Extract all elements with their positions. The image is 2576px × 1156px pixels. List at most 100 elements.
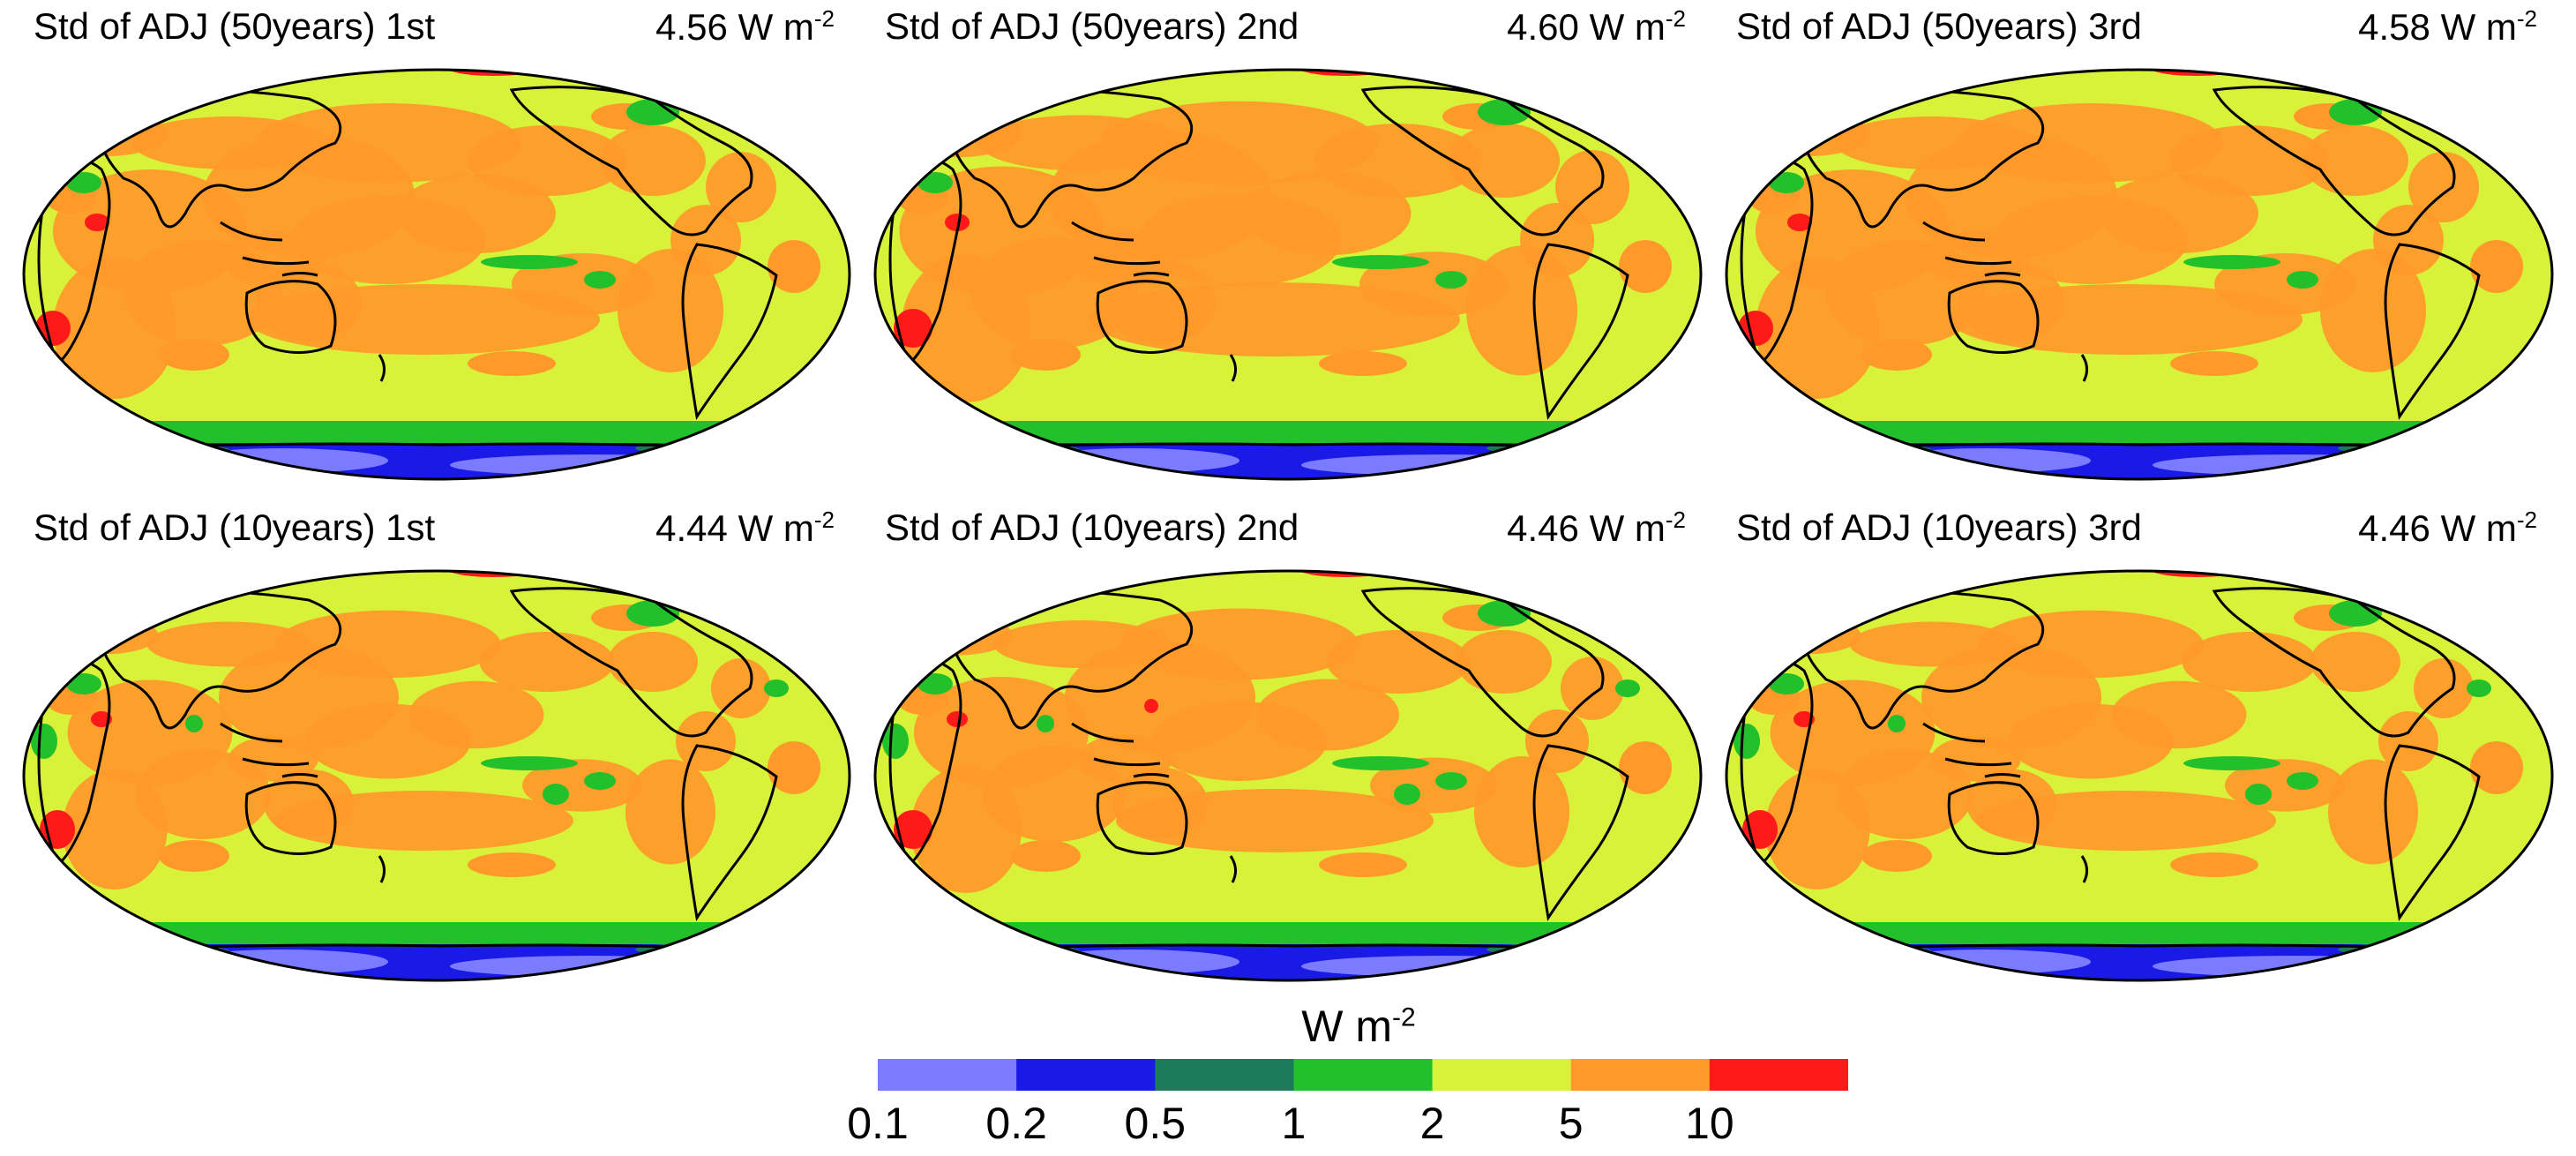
moderate-variance-region bbox=[66, 172, 101, 193]
high-variance-region bbox=[1849, 621, 2015, 667]
high-variance-region bbox=[44, 112, 168, 156]
high-variance-region bbox=[2373, 205, 2444, 275]
map-panel-5: Std of ADJ (10years) 2nd 4.46 W m-2 bbox=[869, 501, 1707, 991]
colorbar-legend: W m-2 0.1 0.2 0.5 1 2 5 10 bbox=[829, 1002, 1888, 1154]
moderate-variance-region bbox=[764, 679, 789, 697]
high-variance-region bbox=[2378, 711, 2438, 771]
very-high-variance-region bbox=[894, 810, 932, 849]
panel-global-value: 4.60 W m-2 bbox=[1507, 5, 1686, 48]
high-variance-region bbox=[1958, 103, 2223, 183]
moderate-variance-region bbox=[2287, 271, 2318, 289]
coastline-south-america bbox=[2384, 243, 2481, 420]
high-variance-region bbox=[1069, 229, 1180, 286]
colorbar-segment bbox=[1293, 1059, 1434, 1091]
high-variance-region bbox=[221, 231, 326, 284]
map-panel-1: Std of ADJ (50years) 1st 4.56 W m-2 bbox=[18, 0, 856, 490]
moderate-variance-region bbox=[2245, 784, 2272, 805]
high-variance-region bbox=[468, 125, 626, 196]
moderate-variance-region bbox=[481, 756, 578, 770]
moderate-variance-region bbox=[584, 772, 616, 790]
high-variance-region bbox=[468, 351, 556, 376]
very-high-variance-region bbox=[1787, 214, 1812, 231]
panel-global-value: 4.46 W m-2 bbox=[1507, 507, 1686, 549]
moderate-variance-region bbox=[543, 784, 569, 805]
high-variance-region bbox=[228, 736, 318, 782]
low-variance-region bbox=[635, 441, 812, 455]
coastline-africa bbox=[888, 657, 962, 867]
coastline-australia bbox=[244, 781, 337, 855]
panel-title: Std of ADJ (10years) 3rd bbox=[1736, 507, 2142, 548]
high-variance-region bbox=[711, 658, 771, 718]
moderate-variance-region bbox=[2467, 679, 2491, 697]
high-variance-region bbox=[1474, 756, 1569, 867]
colorbar-tick-label: 10 bbox=[1685, 1099, 1734, 1148]
lowest-variance-region bbox=[1028, 950, 1239, 974]
moderate-variance-region bbox=[1332, 255, 1429, 269]
high-variance-region bbox=[408, 680, 544, 749]
colorbar-tick-label: 5 bbox=[1558, 1099, 1584, 1148]
coastline-greenland bbox=[685, 577, 779, 616]
high-variance-region bbox=[1327, 630, 1470, 694]
coastline-africa bbox=[1740, 657, 1814, 867]
panel-global-value: 4.44 W m-2 bbox=[655, 507, 835, 549]
panel-title: Std of ADJ (50years) 3rd bbox=[1736, 5, 2142, 47]
colorbar-tick-label: 1 bbox=[1281, 1099, 1307, 1148]
moderate-variance-region bbox=[1615, 679, 1640, 697]
panel-title: Std of ADJ (10years) 2nd bbox=[885, 507, 1299, 548]
high-variance-region bbox=[132, 116, 326, 169]
moderate-variance-region bbox=[1394, 784, 1420, 805]
colorbar-segment bbox=[1155, 1059, 1294, 1091]
very-high-variance-region bbox=[1738, 311, 1773, 346]
high-variance-region bbox=[2170, 125, 2329, 196]
high-variance-region bbox=[670, 205, 741, 275]
high-variance-region bbox=[1525, 709, 1589, 773]
high-variance-region bbox=[1520, 203, 1594, 277]
world-map bbox=[18, 565, 856, 987]
high-variance-region bbox=[993, 620, 1168, 668]
high-variance-region bbox=[159, 339, 229, 371]
world-map bbox=[1720, 565, 2558, 987]
high-variance-region bbox=[1861, 339, 1932, 371]
moderate-variance-region bbox=[827, 679, 849, 715]
world-map bbox=[1720, 64, 2558, 485]
high-variance-region bbox=[1120, 608, 1359, 680]
coastline-indonesia bbox=[1922, 722, 2021, 778]
world-map bbox=[869, 64, 1707, 485]
high-variance-region bbox=[608, 632, 698, 692]
coastline-indonesia bbox=[1071, 221, 1170, 277]
high-variance-region bbox=[2303, 125, 2408, 196]
high-variance-region bbox=[264, 769, 354, 837]
colorbar-segment bbox=[1570, 1059, 1711, 1091]
high-variance-region bbox=[2111, 680, 2247, 749]
high-variance-region bbox=[2100, 174, 2258, 253]
high-variance-region bbox=[1747, 112, 1870, 156]
high-variance-region bbox=[978, 115, 1183, 171]
coastline-indonesia bbox=[220, 221, 318, 277]
high-variance-region bbox=[1861, 840, 1932, 872]
high-variance-region bbox=[2414, 658, 2474, 718]
map-panel-2: Std of ADJ (50years) 2nd 4.60 W m-2 bbox=[869, 0, 1707, 490]
high-variance-region bbox=[1923, 231, 2029, 284]
colorbar-tick-label: 2 bbox=[1419, 1099, 1445, 1148]
high-variance-region bbox=[1835, 116, 2029, 169]
very-high-variance-region bbox=[894, 309, 932, 348]
moderate-variance-region bbox=[185, 715, 203, 732]
very-high-variance-region bbox=[1144, 699, 1158, 713]
moderate-variance-region bbox=[1769, 172, 1804, 193]
high-variance-region bbox=[1619, 240, 1672, 293]
very-high-variance-region bbox=[35, 311, 71, 346]
lowest-variance-region bbox=[1028, 448, 1239, 473]
southern-ocean-band bbox=[1726, 421, 2552, 443]
moderate-variance-region bbox=[1769, 673, 1804, 694]
coastline-south-america bbox=[681, 243, 778, 420]
very-high-variance-region bbox=[947, 711, 968, 727]
moderate-variance-region bbox=[1679, 679, 1700, 715]
colorbar-segment bbox=[1709, 1059, 1848, 1091]
coastline-indonesia bbox=[1922, 221, 2021, 277]
moderate-variance-region bbox=[1435, 271, 1467, 289]
lowest-variance-region bbox=[1879, 950, 2091, 974]
high-variance-region bbox=[2320, 249, 2426, 372]
high-variance-region bbox=[1978, 610, 2204, 679]
high-variance-region bbox=[159, 840, 229, 872]
high-variance-region bbox=[1756, 616, 1861, 655]
